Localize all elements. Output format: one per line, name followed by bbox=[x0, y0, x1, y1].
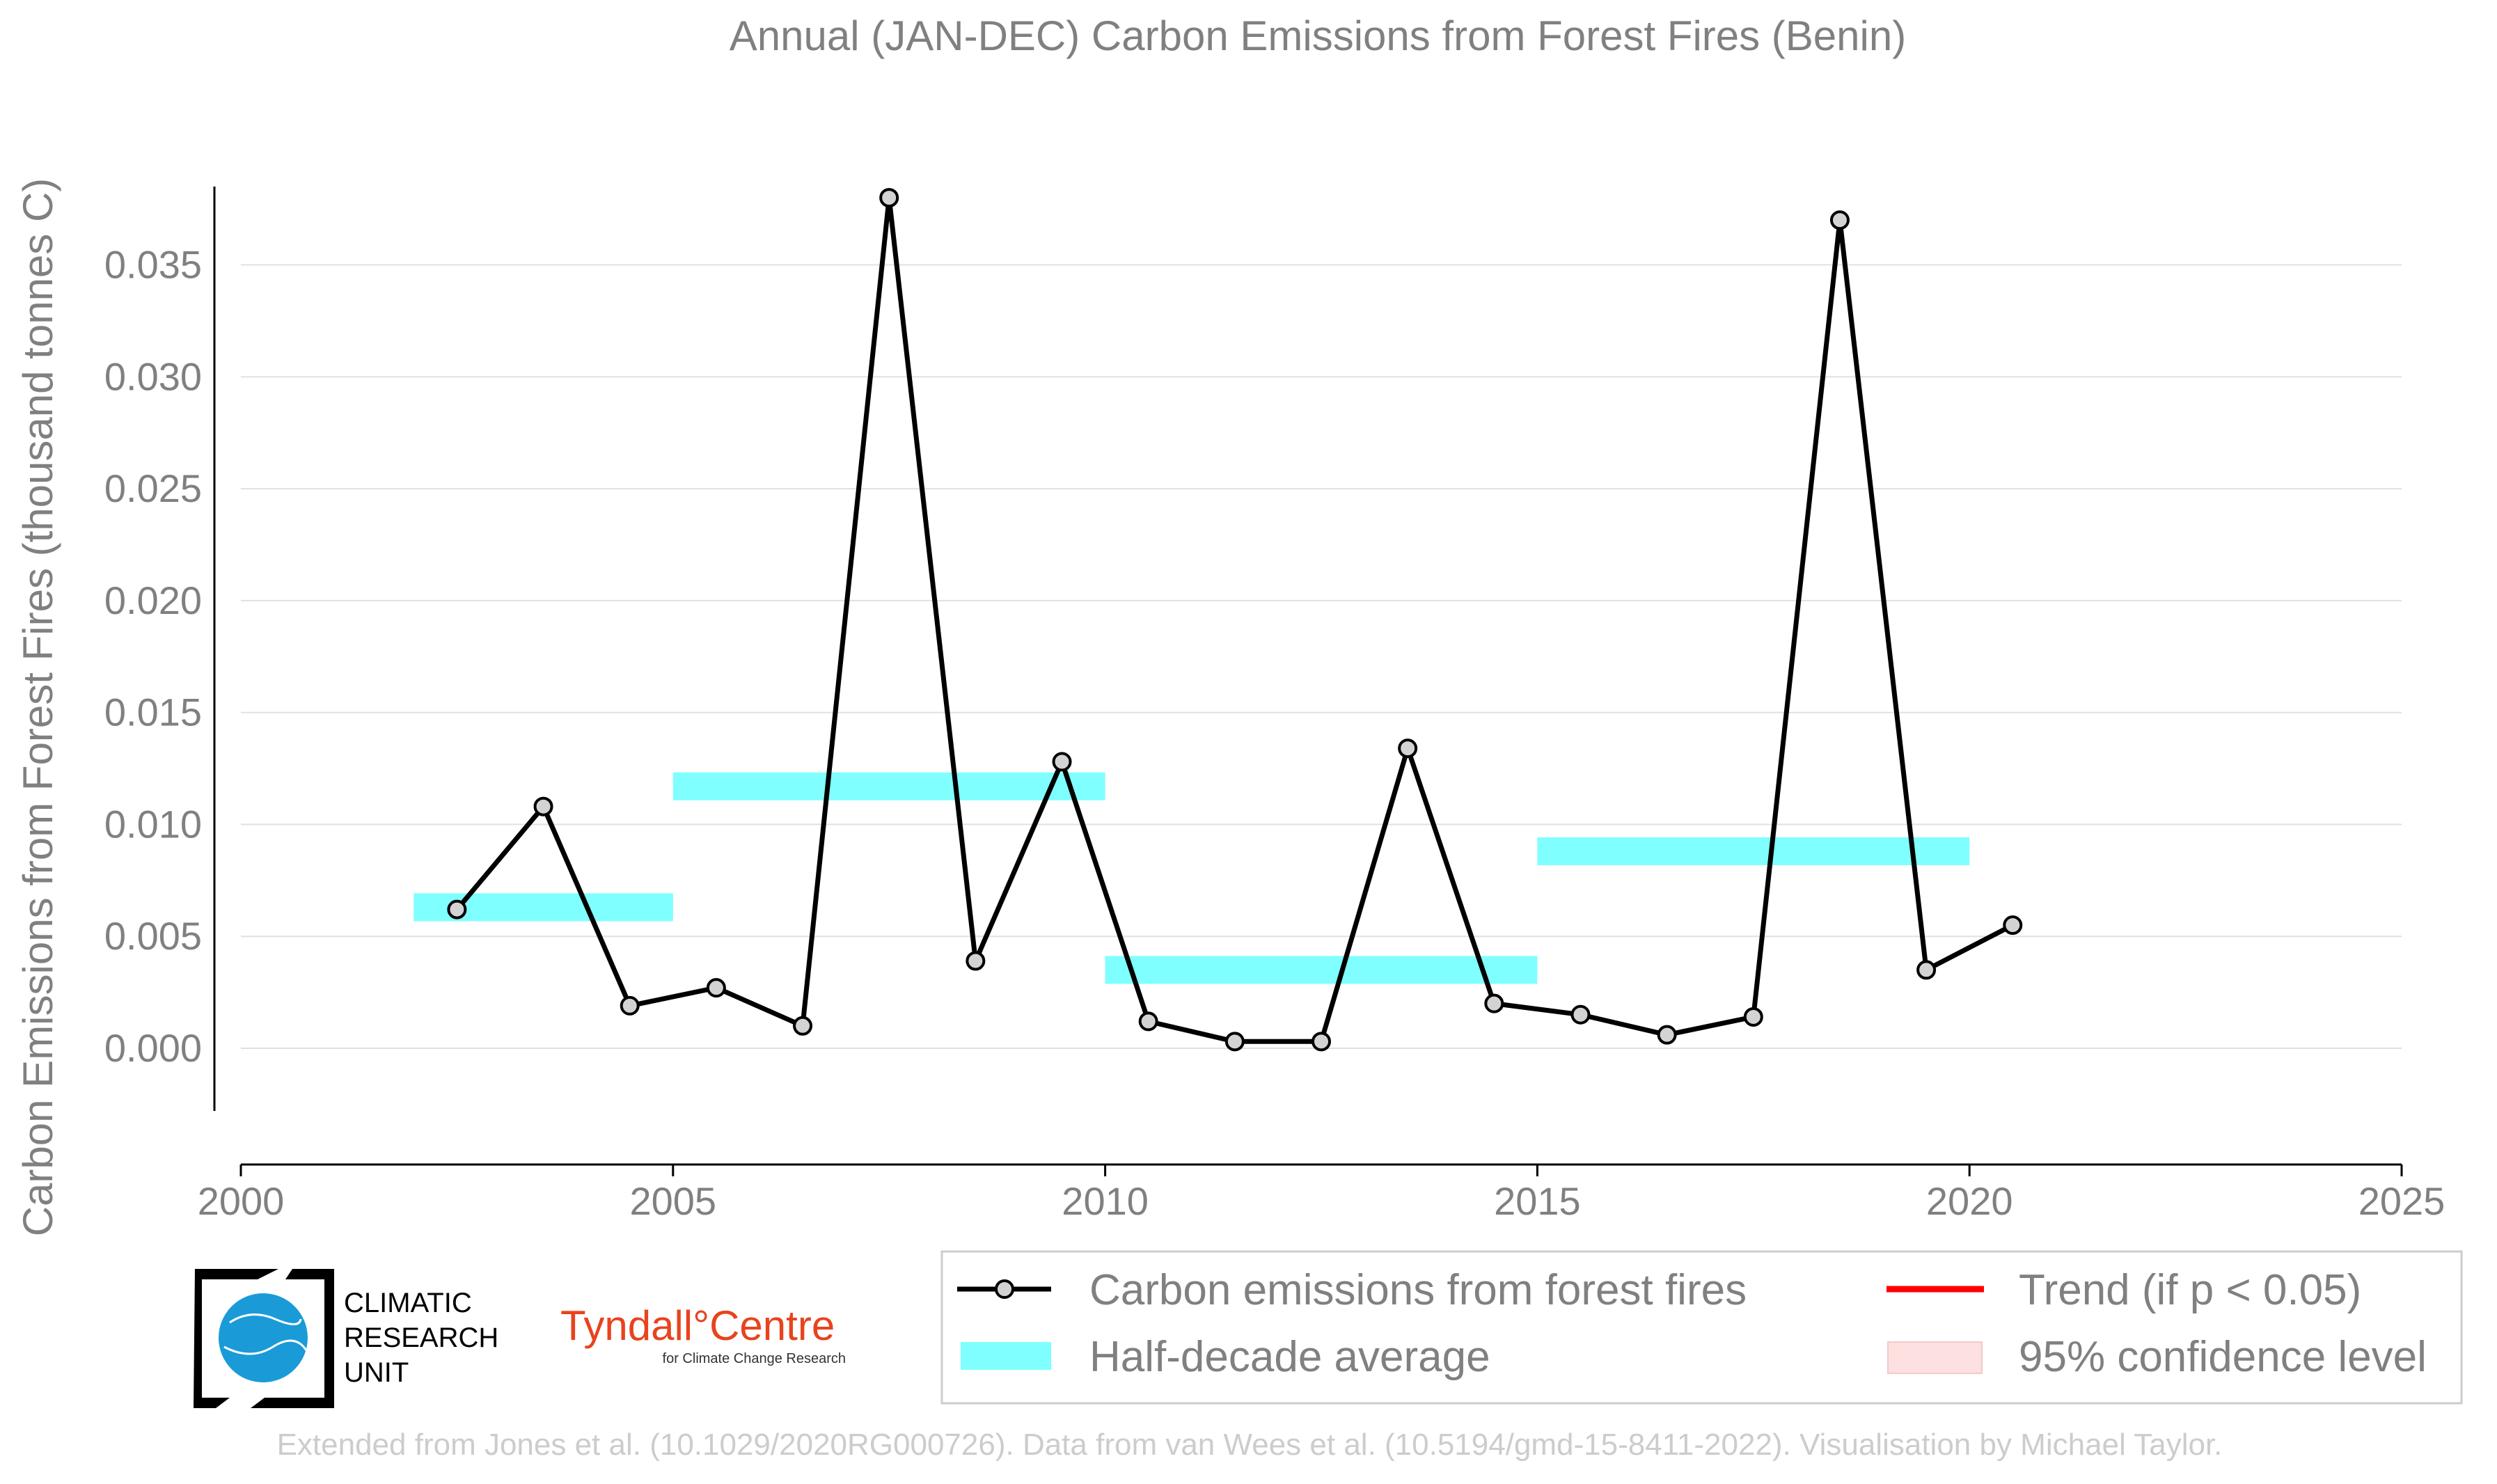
legend-label-trend: Trend (if p < 0.05) bbox=[2019, 1266, 2361, 1314]
series-group bbox=[447, 188, 2023, 1052]
y-tick-label: 0.035 bbox=[104, 243, 202, 287]
half-decade-band bbox=[1105, 956, 1538, 984]
y-tick-labels: 0.000 0.005 0.010 0.015 0.020 0.025 0.030 0.035 bbox=[104, 243, 202, 1070]
data-point bbox=[1484, 993, 1504, 1013]
data-point bbox=[966, 951, 986, 971]
half-decade-band bbox=[672, 772, 1105, 800]
tyndall-sub: for Climate Change Research bbox=[663, 1351, 846, 1366]
x-tick-label: 2015 bbox=[1494, 1179, 1581, 1223]
credit-text: Extended from Jones et al. (10.1029/2020… bbox=[277, 1428, 2223, 1462]
x-ticks: 2000 2005 2010 2015 2020 2025 bbox=[198, 1165, 2445, 1223]
x-tick-label: 2020 bbox=[1926, 1179, 2013, 1223]
y-tick-label: 0.030 bbox=[104, 354, 202, 398]
cru-line1: CLIMATIC bbox=[344, 1288, 472, 1318]
y-tick-label: 0.025 bbox=[104, 466, 202, 510]
chart-title: Annual (JAN-DEC) Carbon Emissions from F… bbox=[730, 13, 1906, 59]
data-point bbox=[1743, 1007, 1763, 1027]
data-point bbox=[1570, 1004, 1591, 1025]
x-tick-label: 2010 bbox=[1062, 1179, 1149, 1223]
legend-band-icon bbox=[961, 1342, 1051, 1370]
data-point bbox=[1138, 1011, 1158, 1032]
x-tick-label: 2025 bbox=[2358, 1179, 2445, 1223]
y-tick-label: 0.010 bbox=[104, 802, 202, 846]
data-point bbox=[706, 978, 726, 998]
legend-frame bbox=[940, 1250, 2463, 1405]
data-point bbox=[1052, 752, 1072, 772]
half-decade-bands bbox=[413, 772, 1970, 984]
data-point bbox=[1224, 1032, 1245, 1052]
data-point bbox=[533, 796, 553, 816]
y-tick-label: 0.015 bbox=[104, 690, 202, 734]
cru-line2: RESEARCH bbox=[344, 1323, 498, 1353]
y-tick-label: 0.000 bbox=[104, 1026, 202, 1070]
data-point bbox=[447, 899, 467, 919]
data-point bbox=[1829, 210, 1850, 230]
legend-label-confidence: 95% confidence level bbox=[2019, 1333, 2427, 1381]
legend-confidence-icon bbox=[1887, 1341, 1983, 1374]
data-point bbox=[1398, 739, 1418, 759]
x-tick-label: 2005 bbox=[630, 1179, 717, 1223]
data-point bbox=[1916, 960, 1937, 980]
legend-label-series: Carbon emissions from forest fires bbox=[1089, 1266, 1747, 1314]
cru-logo: CLIMATIC RESEARCH UNIT bbox=[194, 1269, 498, 1408]
data-point bbox=[879, 188, 899, 208]
cru-line3: UNIT bbox=[344, 1357, 409, 1388]
data-point bbox=[2003, 915, 2023, 936]
globe-icon bbox=[219, 1293, 308, 1382]
data-point bbox=[793, 1016, 813, 1036]
y-tick-label: 0.020 bbox=[104, 578, 202, 622]
tyndall-logo: Tyndall°Centre for Climate Change Resear… bbox=[560, 1302, 846, 1366]
legend-label-half-decade: Half-decade average bbox=[1089, 1333, 1490, 1381]
data-point bbox=[1311, 1032, 1331, 1052]
tyndall-main: Tyndall°Centre bbox=[560, 1302, 835, 1349]
half-decade-band bbox=[1537, 837, 1970, 866]
data-point bbox=[1657, 1025, 1677, 1045]
data-point bbox=[620, 995, 640, 1016]
y-axis-label: Carbon Emissions from Forest Fires (thou… bbox=[15, 178, 61, 1237]
x-tick-label: 2000 bbox=[198, 1179, 285, 1223]
legend-marker-icon bbox=[995, 1279, 1014, 1299]
y-tick-label: 0.005 bbox=[104, 914, 202, 958]
legend: Carbon emissions from forest fires Half-… bbox=[940, 1250, 2463, 1405]
